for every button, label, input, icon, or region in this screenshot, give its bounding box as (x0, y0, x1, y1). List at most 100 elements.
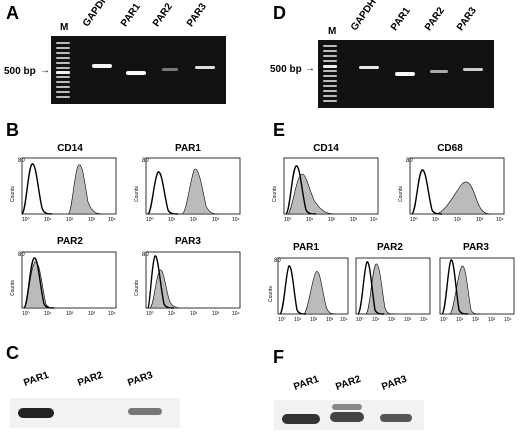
ladder-band (323, 45, 337, 47)
hist-b1-title: CD14 (57, 143, 83, 154)
ladder-band (323, 60, 337, 62)
hist-b2: 80 Counts 10⁰ 10¹ 10² 10³ 10⁴ (134, 157, 241, 223)
hist-e5-xaxis: 10⁰ 10¹ 10² 10³ 10⁴ (440, 317, 512, 323)
svg-text:10¹: 10¹ (372, 317, 380, 323)
hist-b3-control (23, 257, 55, 309)
gel-band-par3 (195, 66, 215, 69)
panel-letter-d: D (273, 3, 286, 23)
hist-b4-title: PAR3 (175, 236, 201, 247)
wb-band-par2 (330, 412, 364, 422)
hist-b4-control (147, 255, 175, 309)
hist-e1: Counts 10⁰ 10¹ 10² 10³ 10⁴ (272, 157, 379, 223)
svg-text:10³: 10³ (404, 317, 412, 323)
svg-text:10¹: 10¹ (294, 317, 302, 323)
svg-text:10²: 10² (472, 317, 480, 323)
svg-text:10⁴: 10⁴ (232, 311, 240, 317)
gel-band-par1 (395, 72, 415, 76)
svg-text:10⁴: 10⁴ (232, 217, 240, 223)
hist-b4-frame (145, 251, 241, 309)
wb-f-lane-label-par2: PAR2 (334, 373, 363, 393)
gel-a-lane-label-gapdh: GAPDH (80, 0, 111, 29)
svg-text:10²: 10² (66, 217, 74, 223)
hist-b4-stained (149, 269, 181, 309)
ladder-band (323, 100, 337, 102)
gel-d-marker-arrow: → (305, 63, 315, 74)
ladder-band (56, 81, 70, 83)
wb-band-par3 (380, 414, 412, 422)
gel-band-par2 (162, 68, 178, 71)
ladder-band (56, 96, 70, 98)
ladder-band (56, 62, 70, 64)
panel-letter-b: B (6, 120, 19, 140)
hist-e2-ylabel: Counts (398, 186, 404, 202)
ladder-band (323, 75, 337, 77)
svg-text:10³: 10³ (88, 311, 96, 317)
gel-d-ladder-label: M (328, 26, 337, 37)
hist-e1-stained (287, 173, 335, 215)
ladder-band (323, 50, 337, 52)
svg-text:10²: 10² (190, 217, 198, 223)
hist-b4-xaxis: 10⁰ 10¹ 10² 10³ 10⁴ (146, 311, 240, 317)
svg-text:10⁰: 10⁰ (284, 217, 292, 223)
svg-text:10³: 10³ (212, 217, 220, 223)
hist-e4: 10⁰ 10¹ 10² 10³ 10⁴ (355, 257, 431, 323)
gel-a-marker-label: 500 bp (4, 66, 36, 77)
gel-a-lane-label-par3: PAR3 (184, 1, 209, 30)
svg-text:10²: 10² (388, 317, 396, 323)
gel-band-gapdh (359, 66, 379, 69)
ladder-band (323, 90, 337, 92)
ladder-band (56, 91, 70, 93)
hist-b1-control (21, 163, 53, 215)
hist-b1-frame (21, 157, 117, 215)
hist-e2-xaxis: 10⁰ 10¹ 10² 10³ 10⁴ (410, 217, 504, 223)
ladder-band (56, 47, 70, 49)
hist-e4-control (357, 261, 385, 315)
ladder-band (323, 95, 337, 97)
ladder-band (56, 76, 70, 78)
svg-text:10⁰: 10⁰ (146, 311, 154, 317)
hist-b1: 80 Counts 10⁰ 10¹ 10² 10³ 10⁴ (10, 157, 117, 223)
ladder-band (56, 67, 70, 69)
hist-b3: 80 Counts 10⁰ 10¹ 10² 10³ 10⁴ (10, 251, 117, 317)
hist-b2-title: PAR1 (175, 143, 201, 154)
svg-text:10²: 10² (66, 311, 74, 317)
wb-f-lane-label-par3: PAR3 (380, 373, 409, 393)
hist-e3-ylabel: Counts (268, 286, 274, 302)
wb-f-lane-label-par1: PAR1 (292, 373, 321, 393)
svg-text:10³: 10³ (326, 317, 334, 323)
svg-text:10⁰: 10⁰ (440, 317, 448, 323)
svg-text:10⁰: 10⁰ (410, 217, 418, 223)
svg-text:10²: 10² (328, 217, 336, 223)
wb-band-par2-upper (332, 404, 362, 410)
svg-text:10²: 10² (454, 217, 462, 223)
ladder-band (323, 70, 337, 72)
hist-e4-title: PAR2 (377, 242, 403, 253)
svg-text:10¹: 10¹ (456, 317, 464, 323)
panel-letter-a: A (6, 3, 19, 23)
svg-text:10⁴: 10⁴ (370, 217, 378, 223)
ladder-band (323, 85, 337, 87)
gel-image-a (51, 36, 226, 104)
ladder-band (56, 71, 70, 74)
panel-letter-f: F (273, 347, 284, 367)
svg-text:10³: 10³ (488, 317, 496, 323)
gel-a-marker-arrow: → (40, 65, 50, 76)
gel-a-ladder-label: M (60, 22, 69, 33)
svg-text:10⁴: 10⁴ (496, 217, 504, 223)
svg-text:10¹: 10¹ (44, 217, 52, 223)
hist-e4-xaxis: 10⁰ 10¹ 10² 10³ 10⁴ (356, 317, 428, 323)
hist-e1-ylabel: Counts (272, 186, 278, 202)
hist-e5-title: PAR3 (463, 242, 489, 253)
hist-e1-control (285, 165, 317, 215)
gel-d-lane-label-gapdh: GAPDH (348, 0, 379, 33)
hist-e2-control (411, 169, 443, 215)
gel-image-d (318, 40, 494, 108)
hist-e1-title: CD14 (313, 143, 339, 154)
panel-letter-e: E (273, 120, 286, 140)
svg-text:10⁴: 10⁴ (108, 311, 116, 317)
svg-text:10⁰: 10⁰ (22, 311, 30, 317)
svg-text:10¹: 10¹ (432, 217, 440, 223)
svg-text:10⁴: 10⁴ (504, 317, 512, 323)
hist-e3-xaxis: 10⁰ 10¹ 10² 10³ 10⁴ (278, 317, 348, 323)
hist-e2: 80 Counts 10⁰ 10¹ 10² 10³ 10⁴ (398, 157, 505, 223)
